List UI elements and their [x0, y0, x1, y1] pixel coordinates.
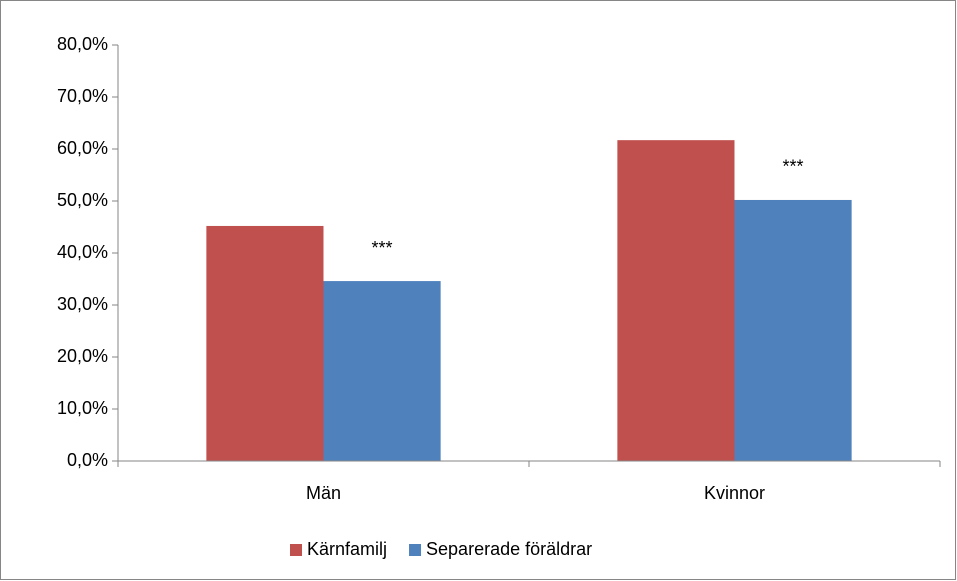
x-tick-label: Kvinnor: [704, 483, 765, 503]
bar: [323, 281, 441, 461]
y-tick-label: 50,0%: [57, 190, 108, 210]
y-tick-label: 0,0%: [67, 450, 108, 470]
y-tick-label: 70,0%: [57, 86, 108, 106]
y-tick-label: 30,0%: [57, 294, 108, 314]
x-tick-label: Män: [306, 483, 341, 503]
y-tick-label: 80,0%: [57, 34, 108, 54]
bar: [206, 225, 324, 461]
y-tick-label: 60,0%: [57, 138, 108, 158]
legend-label: Separerade föräldrar: [426, 539, 592, 559]
annotation: ***: [372, 238, 393, 258]
bar: [734, 199, 852, 461]
annotation: ***: [783, 157, 804, 177]
legend-swatch: [409, 544, 422, 556]
legend-swatch: [290, 544, 302, 556]
bar: [617, 140, 735, 461]
legend-label: Kärnfamilj: [307, 539, 387, 559]
y-tick-label: 20,0%: [57, 346, 108, 366]
y-tick-label: 40,0%: [57, 242, 108, 262]
y-tick-label: 10,0%: [57, 398, 108, 418]
